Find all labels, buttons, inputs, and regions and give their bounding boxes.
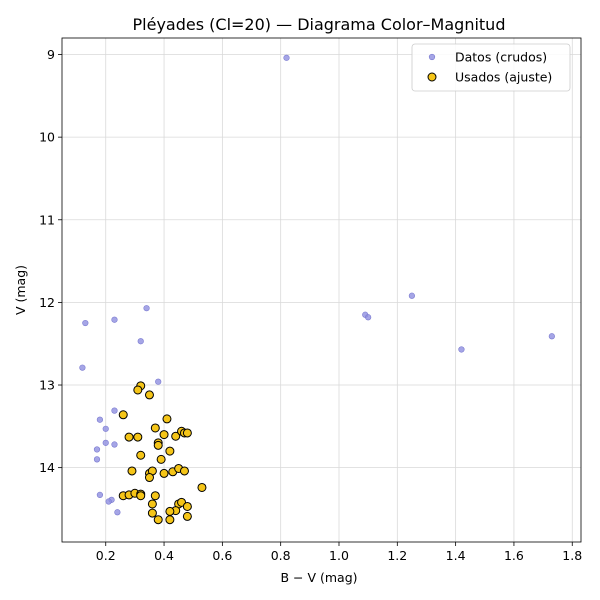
x-tick-label: 1.2 — [387, 548, 407, 563]
raw-data-point — [111, 316, 118, 323]
fit-data-point — [182, 428, 192, 438]
fit-data-point — [165, 506, 175, 516]
x-tick-label: 1.6 — [504, 548, 524, 563]
fit-data-point — [171, 431, 181, 441]
legend: Datos (crudos) Usados (ajuste) — [411, 43, 571, 92]
raw-data-point — [283, 54, 290, 61]
fit-data-point — [136, 450, 146, 460]
chart-title: Pléyades (Cl=20) — Diagrama Color–Magnit… — [133, 15, 506, 34]
fit-data-point — [147, 499, 157, 509]
fit-data-point — [197, 482, 207, 492]
raw-data-point — [548, 333, 555, 340]
y-tick-label: 10 — [39, 130, 55, 145]
raw-data-point — [102, 439, 109, 446]
raw-data-point — [458, 346, 465, 353]
x-axis-label: B − V (mag) — [280, 570, 357, 585]
raw-data-point — [111, 407, 118, 414]
raw-data-point — [105, 498, 112, 505]
raw-data-point — [111, 441, 118, 448]
fit-data-point — [165, 446, 175, 456]
fit-data-point — [133, 385, 143, 395]
fit-data-point — [153, 515, 163, 525]
raw-data-point — [365, 314, 372, 321]
fit-data-point — [162, 414, 172, 424]
y-tick-label: 11 — [39, 212, 55, 227]
fit-data-point — [118, 410, 128, 420]
x-tick-label: 1.0 — [329, 548, 349, 563]
raw-data-point — [137, 338, 144, 345]
fit-data-point — [179, 466, 189, 476]
x-tick-label: 1.8 — [562, 548, 582, 563]
raw-data-point — [96, 416, 104, 423]
y-tick-label: 13 — [39, 378, 55, 393]
fit-data-point — [127, 466, 137, 476]
x-tick-label: 0.4 — [154, 548, 174, 563]
legend-box — [411, 43, 571, 92]
axis-ticks: 0.2 0.4 0.6 0.8 1.0 1.2 1.4 1.6 1.8 9 10 11 12 13 14 — [39, 47, 582, 563]
data-points — [79, 54, 555, 525]
legend-label-usados-ajuste: Usados (ajuste) — [455, 70, 552, 85]
fit-data-point — [159, 430, 169, 440]
x-tick-label: 0.2 — [96, 548, 116, 563]
x-tick-label: 1.4 — [446, 548, 466, 563]
grid-lines — [62, 38, 581, 542]
raw-data-point — [114, 509, 121, 516]
fit-data-point — [136, 491, 146, 501]
fit-data-point — [144, 473, 154, 483]
fit-data-point — [150, 491, 160, 501]
y-axis-label: V (mag) — [13, 265, 28, 315]
raw-data-point — [143, 305, 150, 312]
raw-data-point — [96, 491, 104, 499]
raw-data-point — [155, 378, 162, 385]
x-tick-label: 0.6 — [212, 548, 232, 563]
legend-marker-usados-ajuste — [427, 72, 437, 82]
raw-data-point — [93, 456, 101, 463]
raw-data-point — [408, 292, 415, 299]
y-tick-label: 9 — [47, 47, 55, 62]
fit-data-point — [150, 423, 160, 433]
raw-data-point — [79, 364, 86, 371]
fit-data-point — [147, 508, 157, 518]
fit-data-point — [124, 432, 134, 442]
fit-data-point — [165, 515, 175, 525]
x-tick-label: 0.8 — [271, 548, 291, 563]
fit-data-point — [153, 440, 163, 450]
fit-data-point — [144, 390, 154, 400]
fit-data-point — [133, 432, 143, 442]
plot-frame — [61, 37, 582, 543]
raw-data-point — [102, 425, 109, 432]
fit-data-point — [159, 468, 169, 478]
y-tick-label: 12 — [39, 295, 55, 310]
raw-data-point — [93, 446, 101, 453]
y-tick-label: 14 — [39, 460, 55, 475]
fit-data-point — [156, 454, 166, 464]
fit-data-point — [182, 511, 192, 521]
legend-marker-datos-crudos — [428, 53, 436, 61]
fit-data-point — [182, 501, 192, 511]
legend-label-datos-crudos: Datos (crudos) — [455, 50, 547, 65]
raw-data-point — [82, 319, 89, 327]
